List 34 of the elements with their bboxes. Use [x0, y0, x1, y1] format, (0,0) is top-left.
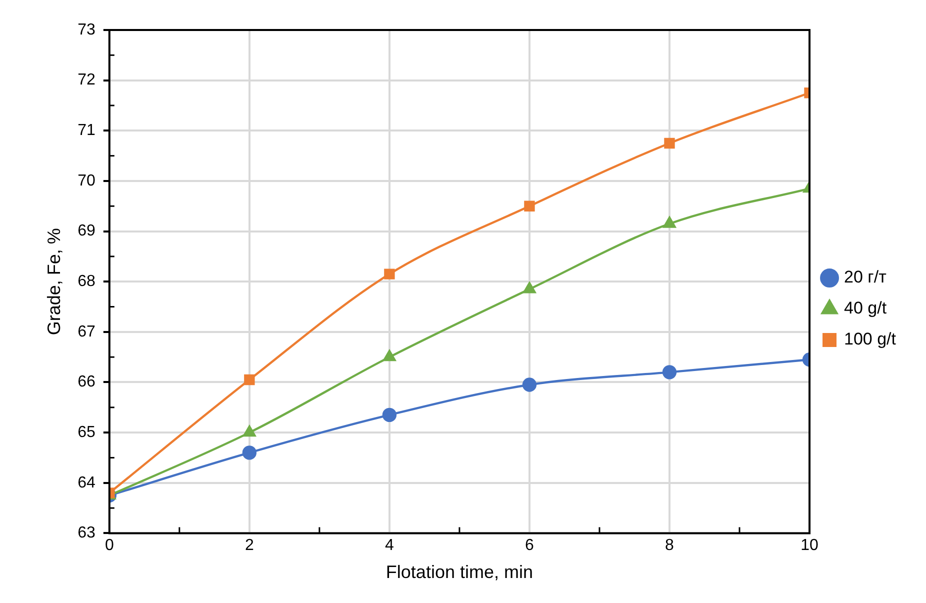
point — [522, 378, 537, 392]
legend-label: 20 г/т — [844, 268, 887, 287]
y-axis-title: Grade, Fe, % — [44, 228, 64, 336]
y-tick-label: 64 — [78, 474, 96, 492]
point — [524, 200, 535, 212]
point — [662, 365, 677, 380]
y-tick-label: 72 — [78, 72, 96, 89]
point — [242, 446, 257, 460]
point — [664, 138, 675, 149]
point — [382, 408, 397, 422]
x-axis-title: Flotation time, min — [386, 562, 533, 582]
legend-label: 100 g/t — [844, 330, 896, 349]
x-tick-label: 0 — [104, 537, 114, 554]
point — [244, 374, 255, 386]
point — [384, 268, 395, 280]
y-tick-label: 67 — [78, 323, 96, 340]
point — [663, 216, 676, 228]
y-tick-label: 71 — [78, 122, 96, 140]
y-tick-label: 70 — [78, 172, 96, 190]
x-tick-label: 8 — [665, 537, 674, 554]
x-tick-label: 10 — [800, 537, 819, 554]
y-tick-label: 69 — [78, 222, 96, 240]
y-tick-label: 66 — [78, 374, 96, 391]
y-tick-label: 63 — [78, 524, 96, 542]
x-tick-label: 4 — [384, 537, 394, 554]
x-tick-label: 6 — [525, 537, 534, 554]
point — [523, 282, 536, 294]
y-tick-label: 65 — [78, 424, 96, 441]
point — [383, 350, 396, 362]
point — [243, 425, 256, 437]
y-tick-label: 68 — [78, 273, 96, 290]
y-tick-label: 73 — [78, 21, 96, 38]
x-tick-label: 2 — [244, 537, 254, 554]
legend-label: 40 g/t — [844, 298, 887, 318]
